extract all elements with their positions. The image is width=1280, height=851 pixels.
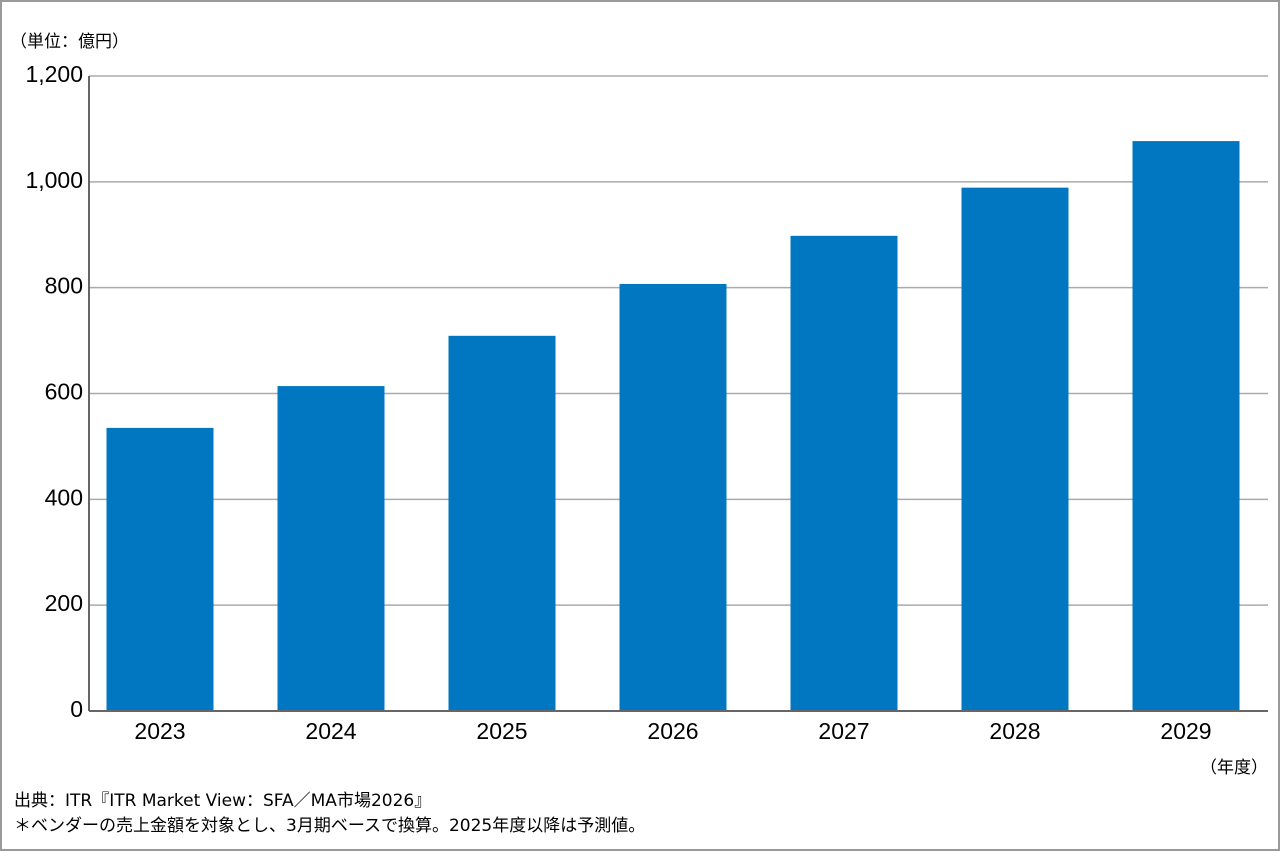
x-tick-label: 2029	[1160, 718, 1211, 744]
y-tick-label: 600	[45, 379, 83, 405]
x-tick-label: 2026	[647, 718, 698, 744]
footnote: ＊ベンダーの売上金額を対象とし、3月期ベースで換算。2025年度以降は予測値。	[14, 816, 645, 836]
x-tick-label: 2028	[989, 718, 1040, 744]
y-tick-label: 800	[45, 273, 83, 299]
bar	[106, 427, 214, 711]
x-tick-label: 2024	[305, 718, 356, 744]
bar	[448, 335, 556, 711]
y-tick-label: 200	[45, 590, 83, 616]
source-note: 出典：ITR『ITR Market View：SFA／MA市場2026』	[14, 791, 431, 811]
x-tick-label: 2027	[818, 718, 869, 744]
y-tick-label: 1,200	[25, 61, 83, 87]
y-tick-label: 0	[70, 696, 83, 722]
bar	[277, 386, 385, 711]
bar	[619, 283, 727, 711]
bar	[1132, 141, 1240, 711]
bar	[790, 235, 898, 711]
x-tick-label: 2023	[134, 718, 185, 744]
x-axis-label: （年度）	[1200, 758, 1268, 778]
y-tick-label: 1,000	[25, 167, 83, 193]
x-tick-label: 2025	[476, 718, 527, 744]
y-tick-label: 400	[45, 484, 83, 510]
bar	[961, 187, 1069, 711]
unit-label: （単位：億円）	[10, 32, 129, 52]
